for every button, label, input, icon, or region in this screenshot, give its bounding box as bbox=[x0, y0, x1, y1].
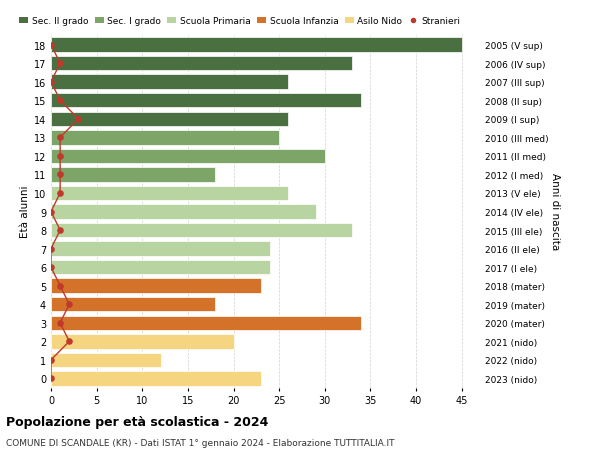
Point bbox=[46, 42, 56, 49]
Point bbox=[55, 153, 65, 160]
Point bbox=[46, 208, 56, 216]
Bar bbox=[51, 316, 361, 330]
Bar bbox=[51, 297, 215, 312]
Bar bbox=[51, 334, 233, 349]
Y-axis label: Età alunni: Età alunni bbox=[20, 185, 29, 237]
Bar bbox=[51, 57, 352, 71]
Point bbox=[64, 338, 74, 345]
Bar bbox=[51, 94, 361, 108]
Bar bbox=[51, 149, 325, 164]
Bar bbox=[51, 38, 462, 53]
Point bbox=[55, 227, 65, 234]
Y-axis label: Anni di nascita: Anni di nascita bbox=[550, 173, 560, 250]
Legend: Sec. II grado, Sec. I grado, Scuola Primaria, Scuola Infanzia, Asilo Nido, Stran: Sec. II grado, Sec. I grado, Scuola Prim… bbox=[19, 17, 460, 26]
Point bbox=[55, 134, 65, 142]
Bar bbox=[51, 75, 289, 90]
Bar bbox=[51, 186, 289, 201]
Bar bbox=[51, 224, 352, 238]
Bar bbox=[51, 371, 261, 386]
Bar bbox=[51, 131, 279, 145]
Point bbox=[55, 190, 65, 197]
Point bbox=[55, 61, 65, 68]
Text: COMUNE DI SCANDALE (KR) - Dati ISTAT 1° gennaio 2024 - Elaborazione TUTTITALIA.I: COMUNE DI SCANDALE (KR) - Dati ISTAT 1° … bbox=[6, 438, 395, 448]
Point bbox=[55, 171, 65, 179]
Point bbox=[64, 301, 74, 308]
Point bbox=[46, 375, 56, 382]
Bar bbox=[51, 279, 261, 293]
Bar bbox=[51, 260, 270, 275]
Bar bbox=[51, 242, 270, 256]
Point bbox=[46, 79, 56, 86]
Bar bbox=[51, 112, 289, 127]
Point bbox=[46, 246, 56, 253]
Point bbox=[55, 282, 65, 290]
Point bbox=[74, 116, 83, 123]
Text: Popolazione per età scolastica - 2024: Popolazione per età scolastica - 2024 bbox=[6, 415, 268, 428]
Point bbox=[55, 319, 65, 327]
Point bbox=[46, 264, 56, 271]
Point bbox=[46, 357, 56, 364]
Bar bbox=[51, 353, 161, 367]
Bar bbox=[51, 168, 215, 182]
Bar bbox=[51, 205, 316, 219]
Point bbox=[55, 97, 65, 105]
